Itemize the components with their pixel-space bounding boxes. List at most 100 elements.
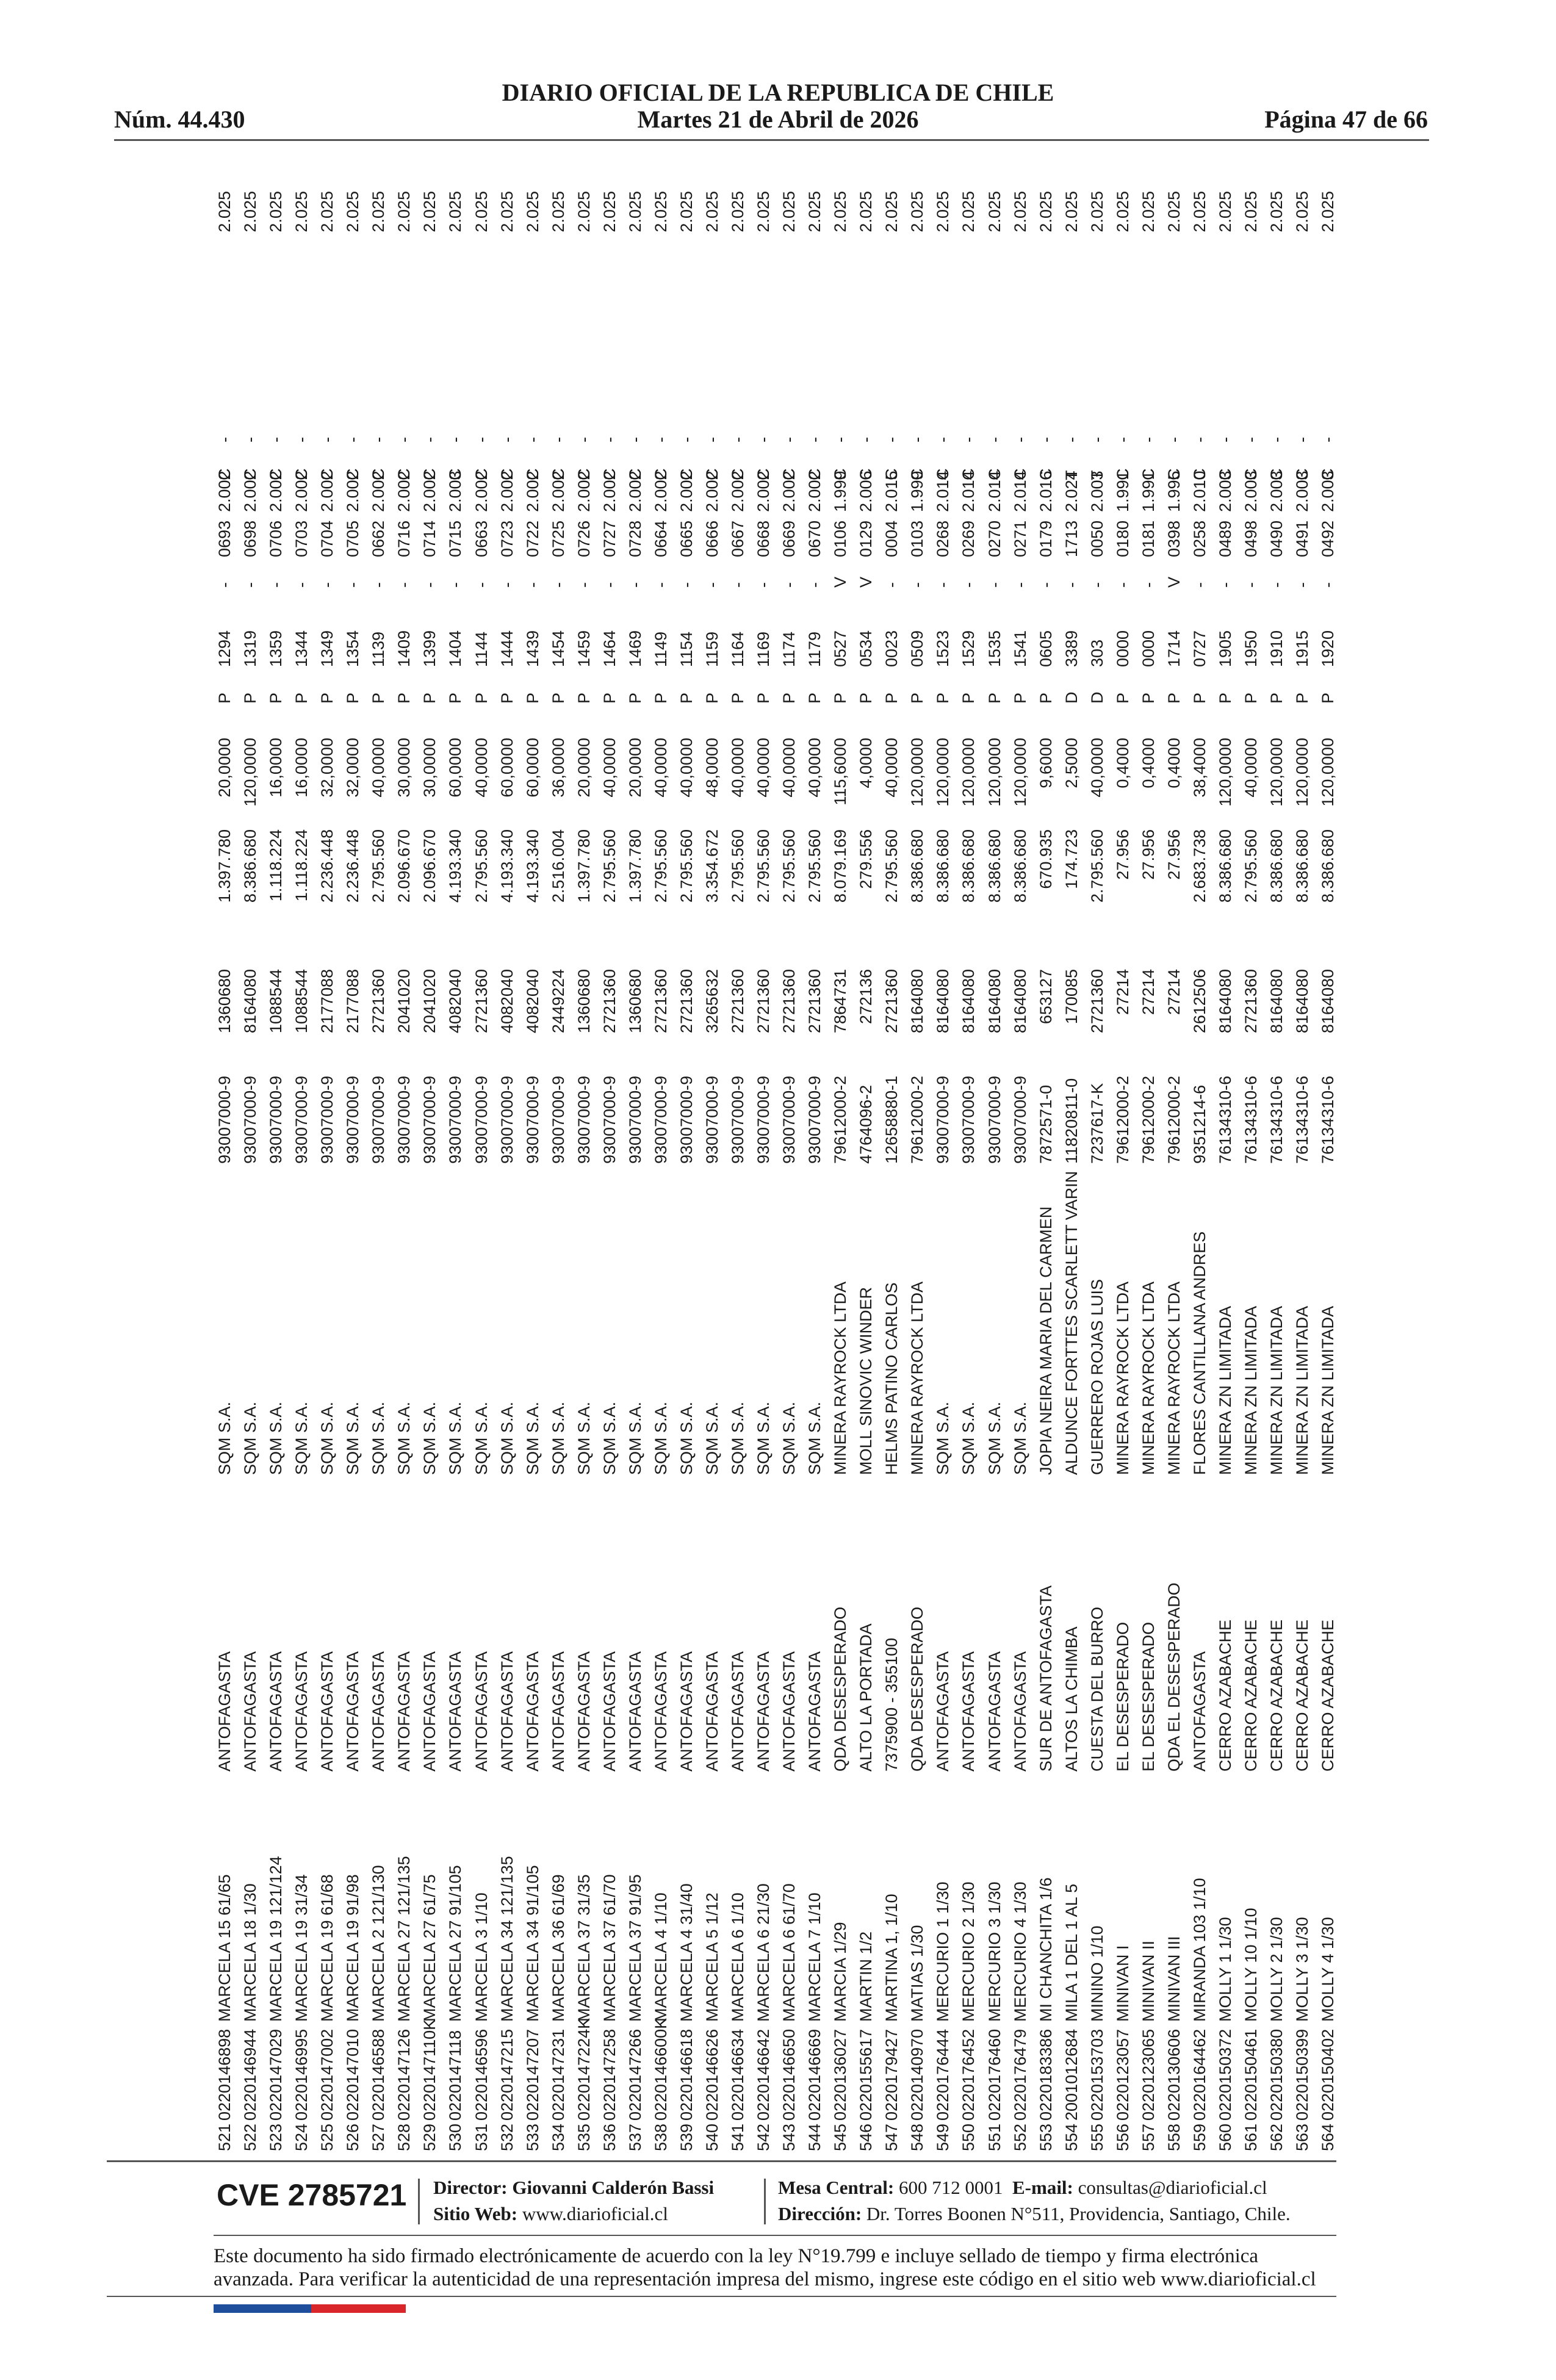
table-cell: 0492 xyxy=(1319,520,1338,557)
table-cell: 0662 xyxy=(369,520,388,557)
table-cell: 2721360 xyxy=(780,969,799,1034)
table-cell: 2041020 xyxy=(395,969,414,1034)
table-cell: P xyxy=(574,692,593,704)
table-cell: 4.193.340 xyxy=(446,829,465,903)
table-cell: 2.025 xyxy=(729,191,747,233)
table-cell: 0220146600K xyxy=(651,2018,670,2121)
table-cell: 0220147231 xyxy=(549,2028,567,2121)
table-cell: - xyxy=(651,582,670,588)
table-cell: 1915 xyxy=(1293,630,1312,667)
table-cell: MARCELA 6 21/30 xyxy=(754,1883,773,2022)
table-cell: 40,0000 xyxy=(882,738,901,798)
table-cell: SQM S.A. xyxy=(241,1401,260,1475)
table-cell: 0722 xyxy=(523,520,542,557)
table-cell: - xyxy=(1139,582,1158,588)
table-cell: 93007000-9 xyxy=(549,1075,567,1164)
table-cell: 0220147029 xyxy=(267,2028,286,2121)
table-cell: - xyxy=(959,582,978,588)
table-cell: ANTOFAGASTA xyxy=(754,1651,773,1772)
table-cell: - xyxy=(472,437,491,442)
table-cell: MARCELA 19 31/34 xyxy=(292,1874,311,2022)
table-cell: 536 xyxy=(600,2123,619,2151)
table-cell: - xyxy=(1216,437,1234,442)
table-cell: 60,0000 xyxy=(523,738,542,798)
table-cell: - xyxy=(523,582,542,588)
table-cell: 2721360 xyxy=(729,969,747,1034)
table-cell: C xyxy=(857,468,876,481)
table-cell: MARCELA 7 1/10 xyxy=(805,1892,824,2022)
table-cell: 0714 xyxy=(420,520,439,557)
table-cell: 550 xyxy=(959,2123,978,2151)
table-cell: QDA DESESPERADO xyxy=(831,1606,850,1772)
table-cell: C xyxy=(1293,468,1312,481)
table-cell: - xyxy=(908,437,927,442)
table-cell: 4.193.340 xyxy=(497,829,516,903)
table-cell: MILA 1 DEL 1 AL 5 xyxy=(1062,1883,1081,2022)
table-cell: 93007000-9 xyxy=(574,1075,593,1164)
table-cell: - xyxy=(1216,582,1234,588)
table-cell: ANTOFAGASTA xyxy=(549,1651,567,1772)
table-cell: 93007000-9 xyxy=(472,1075,491,1164)
table-cell: 2.795.560 xyxy=(805,829,824,903)
table-cell: C xyxy=(1190,468,1209,481)
table-cell: 0220147110K xyxy=(420,2019,439,2121)
table-cell: 2041020 xyxy=(420,969,439,1034)
table-cell: P xyxy=(908,692,927,704)
table-cell: - xyxy=(1062,582,1081,588)
table-cell: 8.386.680 xyxy=(1010,829,1029,903)
table-cell: 9,6000 xyxy=(1036,738,1055,788)
table-cell: 521 xyxy=(215,2123,234,2151)
table-cell: 543 xyxy=(780,2123,799,2151)
table-cell: EL DESESPERADO xyxy=(1139,1621,1158,1772)
footer-rule xyxy=(214,2235,1336,2236)
table-cell: 0725 xyxy=(549,520,567,557)
table-cell: P xyxy=(1113,692,1132,704)
table-cell: - xyxy=(395,582,414,588)
table-cell: - xyxy=(497,437,516,442)
table-cell: 1164 xyxy=(729,631,747,667)
table-cell: 93007000-9 xyxy=(395,1075,414,1164)
table-cell: MARTIN 1/2 xyxy=(857,1931,876,2022)
table-cell: 670.935 xyxy=(1036,829,1055,889)
table-cell: MOLLY 4 1/30 xyxy=(1319,1917,1338,2022)
table-cell: 0698 xyxy=(241,520,260,557)
table-cell: FLORES CANTILLANA ANDRES xyxy=(1190,1231,1209,1475)
table-cell: MARCELA 18 1/30 xyxy=(241,1883,260,2022)
notice: Este documento ha sido firmado electróni… xyxy=(214,2245,1316,2290)
table-cell: ANTOFAGASTA xyxy=(267,1651,286,1772)
table-cell: MARCELA 2 121/130 xyxy=(369,1865,388,2022)
table-cell: 2.236.448 xyxy=(344,829,362,903)
table-cell: 2.025 xyxy=(780,191,799,233)
table-cell: P xyxy=(523,692,542,704)
table-cell: 1344 xyxy=(292,630,311,667)
table-cell: 2721360 xyxy=(472,969,491,1034)
table-cell: ANTOFAGASTA xyxy=(574,1651,593,1772)
table-cell: 0103 xyxy=(908,520,927,557)
table-cell: 120,0000 xyxy=(934,738,953,807)
table-cell: 529 xyxy=(420,2123,439,2151)
table-cell: P xyxy=(780,692,799,704)
table-cell: 548 xyxy=(908,2123,927,2151)
table-cell: 2721360 xyxy=(754,969,773,1034)
table-cell: C xyxy=(729,468,747,481)
table-cell: MINIVAN I xyxy=(1113,1945,1132,2022)
table-cell: ANTOFAGASTA xyxy=(446,1651,465,1772)
table-cell: 1404 xyxy=(446,630,465,667)
table-cell: 2.025 xyxy=(1216,191,1234,233)
table-cell: 2.096.670 xyxy=(420,829,439,903)
table-cell: 0220146642 xyxy=(754,2028,773,2121)
table-cell: 20,0000 xyxy=(625,738,644,798)
table-cell: 1360680 xyxy=(625,969,644,1034)
table-cell: 1713 xyxy=(1062,520,1081,557)
table-cell: MINERA ZN LIMITADA xyxy=(1319,1305,1338,1475)
flag-red xyxy=(311,2304,406,2313)
table-cell: C xyxy=(702,468,721,481)
table-cell: ANTOFAGASTA xyxy=(985,1651,1004,1772)
table-cell: P xyxy=(215,692,234,704)
table-cell: 2.025 xyxy=(318,191,337,233)
table-cell: 27214 xyxy=(1164,969,1183,1015)
table-cell: MARCELA 27 61/75 xyxy=(420,1874,439,2022)
table-cell: 1359 xyxy=(267,630,286,667)
table-cell: 1535 xyxy=(985,630,1004,667)
